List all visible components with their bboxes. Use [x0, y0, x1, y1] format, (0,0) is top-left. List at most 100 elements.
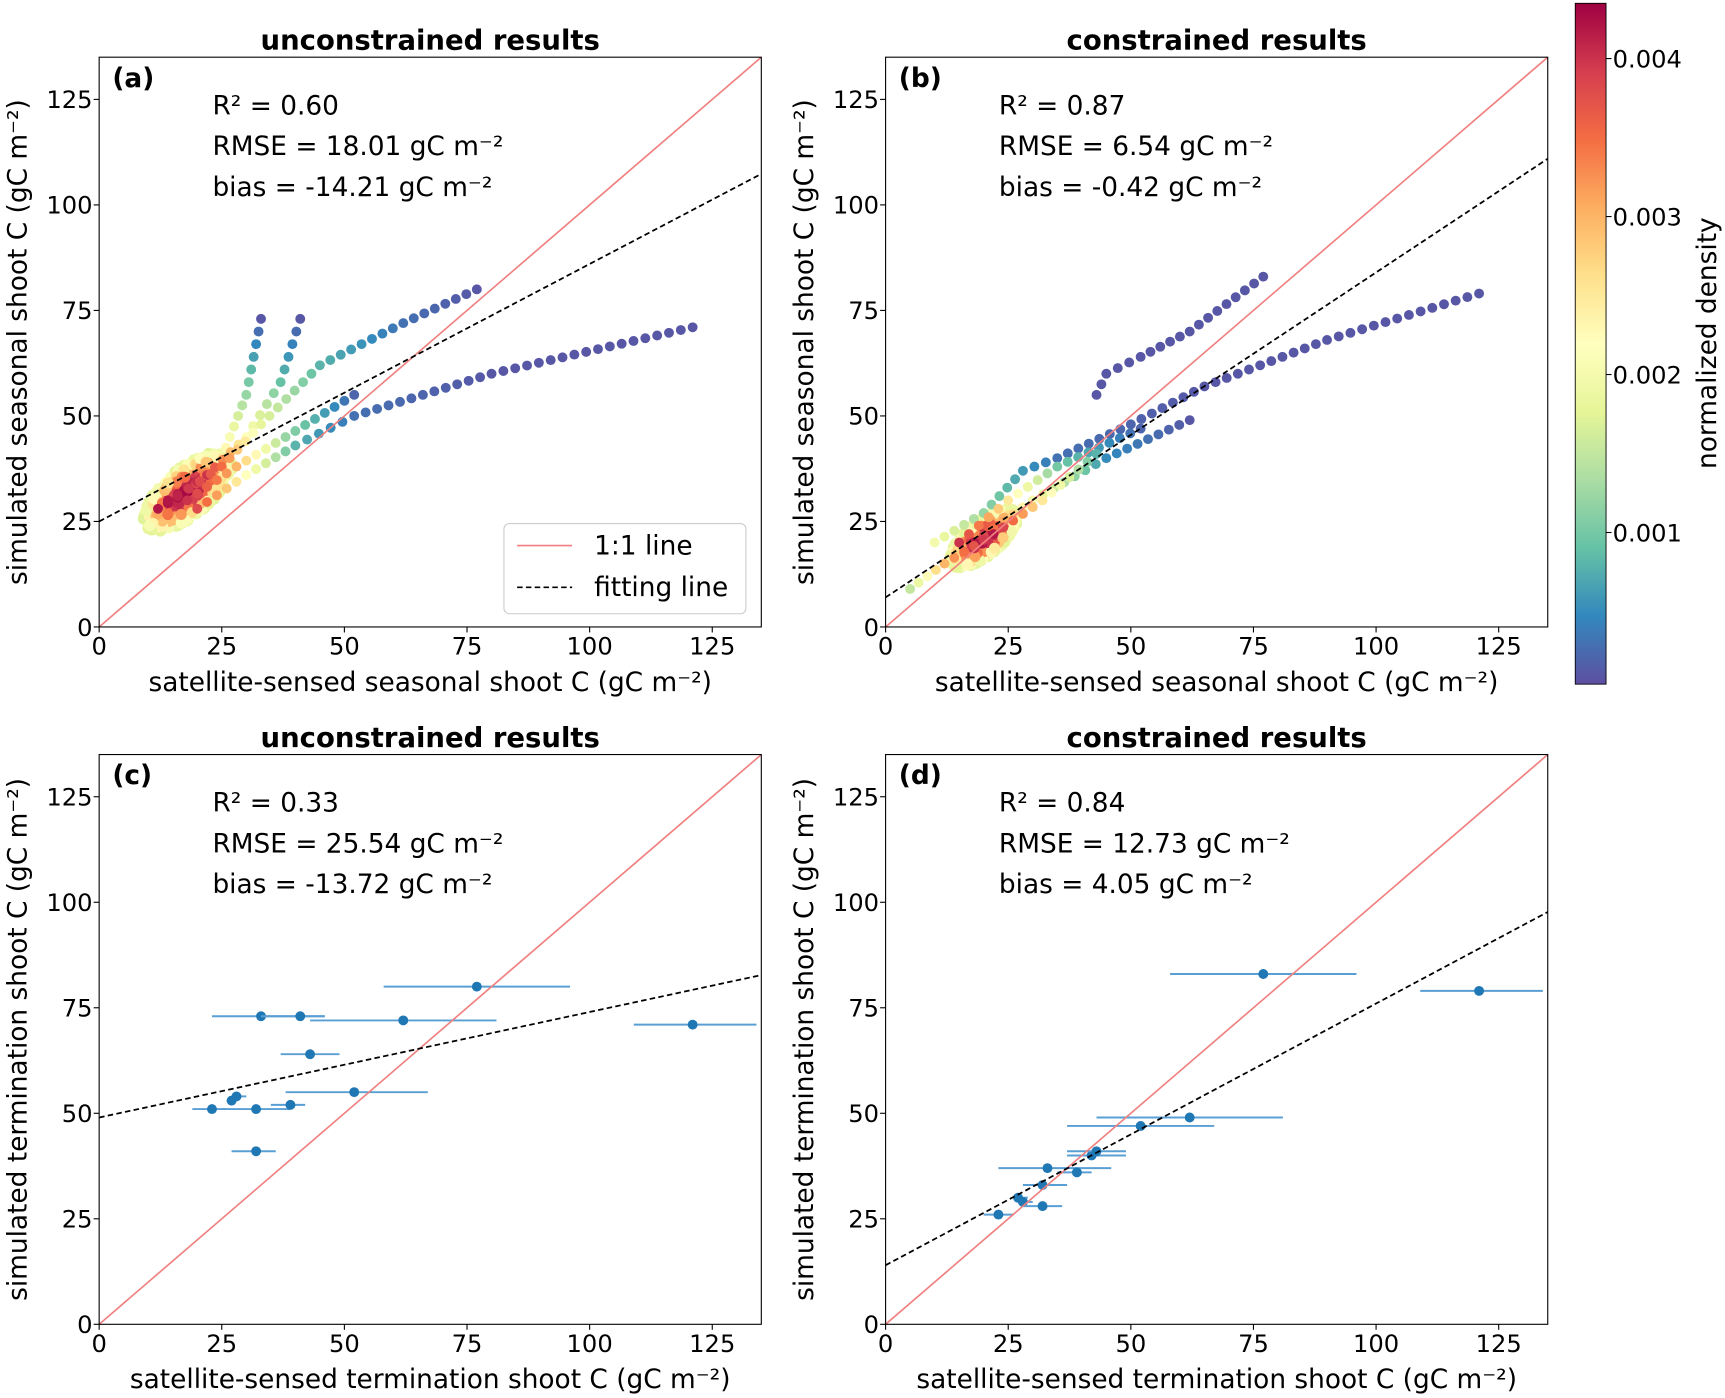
curve-point [687, 322, 698, 333]
curve-point [1013, 488, 1023, 499]
x-tick-label: 100 [567, 632, 613, 660]
curve-point [1230, 292, 1241, 303]
panel-title: constrained results [1067, 24, 1367, 56]
data-point [251, 1104, 262, 1115]
density-point [961, 558, 973, 570]
curve-point [1029, 461, 1040, 472]
curve-point [377, 328, 388, 339]
stat-text: RMSE = 25.54 gC m⁻² [212, 829, 503, 859]
curve-point [569, 349, 580, 360]
curve-point [339, 395, 350, 406]
data-point [1091, 1146, 1102, 1157]
x-tick-label: 125 [1476, 632, 1522, 660]
curve-point [1040, 457, 1051, 468]
x-tick-label: 75 [452, 632, 483, 660]
x-tick-label: 0 [878, 1330, 893, 1358]
curve-point [1062, 456, 1073, 467]
curve-point [233, 410, 244, 421]
curve-point [1288, 347, 1299, 358]
y-tick-label: 125 [46, 86, 92, 114]
curve-point [1212, 306, 1223, 316]
curve-point [335, 349, 346, 360]
curve-point [983, 512, 994, 523]
plot-frame [885, 56, 1549, 628]
curve-point [211, 490, 222, 501]
curve-point [183, 483, 194, 494]
stat-text: R² = 0.87 [999, 91, 1125, 121]
curve-point [1052, 461, 1063, 472]
curve-point [300, 420, 311, 430]
curve-point [280, 432, 291, 442]
curve-point [268, 388, 279, 399]
curve-point [1345, 327, 1356, 338]
curve-point [279, 364, 290, 375]
curve-point [1008, 515, 1019, 526]
curve-point [251, 449, 262, 460]
y-tick-label: 100 [833, 889, 879, 917]
stat-text: R² = 0.60 [212, 91, 339, 121]
curve-point [1299, 343, 1310, 354]
data-point [1184, 1112, 1195, 1123]
curve-point [545, 355, 556, 366]
curve-point [968, 540, 979, 551]
stat-text: bias = -13.72 gC m⁻² [212, 870, 492, 900]
curve-point [1090, 459, 1101, 470]
curve-point [243, 377, 254, 388]
curve-point [557, 352, 568, 363]
curve-point [237, 400, 248, 411]
y-tick-label: 25 [62, 1206, 93, 1234]
curve-point [255, 410, 265, 421]
curve-point [372, 403, 383, 414]
curve-point [248, 427, 259, 438]
curve-point [461, 289, 472, 300]
x-tick-label: 25 [206, 632, 237, 660]
data-point [687, 1019, 698, 1030]
data-point [1042, 1163, 1053, 1174]
curve-point [1193, 319, 1204, 330]
curve-point [1155, 341, 1166, 352]
y-tick-label: 25 [62, 508, 93, 536]
y-tick-label: 125 [833, 784, 879, 812]
curve-point [1143, 434, 1153, 445]
curve-point [1055, 479, 1066, 490]
panel-label: (b) [899, 64, 942, 94]
density-point [1006, 526, 1018, 538]
curve-point [194, 476, 205, 487]
curve-point [1003, 495, 1014, 506]
panel-label: (a) [112, 64, 154, 94]
curve-point [367, 333, 377, 344]
colorbar-tick-label: 0.002 [1613, 361, 1682, 389]
x-tick-label: 0 [91, 632, 106, 660]
curve-point [417, 389, 428, 400]
curve-point [360, 407, 371, 418]
curve-point [298, 377, 309, 388]
curve-point [182, 495, 193, 506]
x-tick-label: 25 [206, 1330, 237, 1358]
curve-point [1178, 392, 1189, 403]
panel-title: unconstrained results [261, 24, 600, 56]
curve-point [1322, 335, 1332, 345]
curve-point [652, 330, 663, 341]
legend-one-to-one-label: 1:1 line [594, 531, 692, 561]
x-tick-label: 50 [1115, 1330, 1146, 1358]
curve-point [913, 577, 924, 588]
data-point [398, 1015, 409, 1026]
one-to-one-line [99, 754, 762, 1325]
y-tick-label: 100 [833, 192, 879, 220]
curve-point [314, 360, 325, 371]
curve-point [270, 452, 281, 463]
curve-point [978, 535, 989, 545]
curve-point [346, 344, 357, 355]
x-tick-label: 25 [993, 1330, 1024, 1358]
curve-point [221, 468, 232, 479]
curve-point [1244, 364, 1254, 375]
curve-point [1258, 271, 1269, 282]
colorbar-tick-label: 0.001 [1613, 519, 1682, 547]
curve-point [1439, 299, 1449, 310]
y-tick-label: 100 [46, 889, 92, 917]
curve-point [616, 338, 627, 349]
curve-point [290, 440, 301, 451]
density-point [144, 520, 156, 532]
curve-point [153, 503, 163, 514]
